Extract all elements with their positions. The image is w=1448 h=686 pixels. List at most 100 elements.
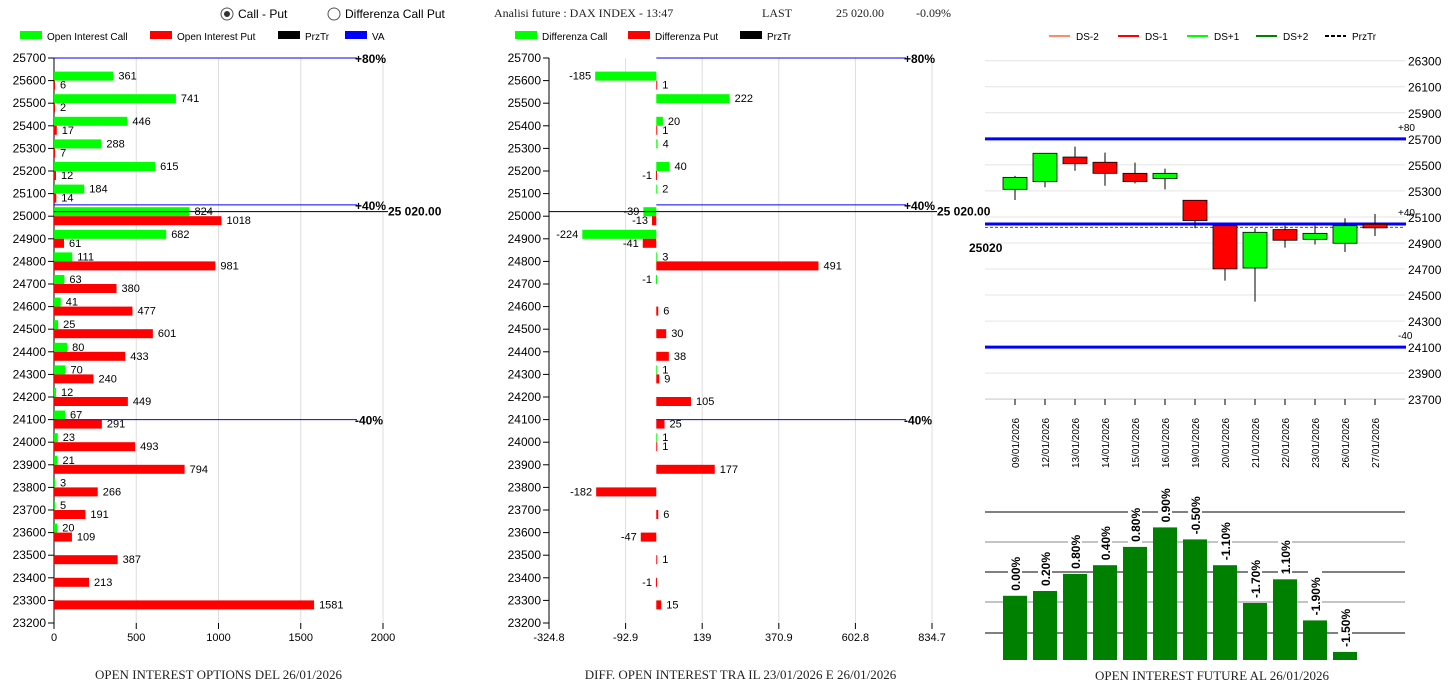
candle-body [1272,229,1298,241]
bar-value-label: 266 [103,486,121,498]
bar-value-label: -47 [621,532,637,544]
legend-swatch [278,31,300,39]
y-tick-label: 24300 [508,367,542,381]
level-label: -40 [1398,331,1413,342]
y-tick-label: 25000 [508,209,542,223]
bar-value-label: 0.40% [1099,526,1113,560]
y-tick-label: 24600 [13,300,47,314]
legend-label: Differenza Put [655,32,718,43]
bar-value-label: 615 [160,161,178,173]
put-bar [656,464,715,474]
bar-value-label: -41 [623,238,639,250]
put-bar [656,397,691,406]
legend-swatch [628,31,650,39]
candle-body [1002,176,1028,190]
oi-future-bar [1333,651,1357,660]
date-label: 13/01/2026 [1071,418,1082,468]
bar-value-label: 794 [190,464,208,476]
bar-value-label: 67 [70,410,82,422]
oi-future-bar [1273,579,1297,660]
bar-value-label: -1.10% [1219,522,1233,560]
call-bar [656,184,658,194]
x-tick-label: -324.8 [533,632,564,644]
date-label: 19/01/2026 [1191,418,1202,468]
legend-label: PrzTr [767,32,792,43]
x-tick-label: 139 [693,632,711,644]
bar-value-label: 601 [158,328,176,340]
put-bar [656,510,659,519]
y-tick-label: 25100 [13,187,47,201]
bar-value-label: 5 [60,500,66,512]
candle-body [1212,225,1238,270]
call-bar [54,320,59,330]
y-tick-label: 25000 [13,209,47,223]
x-tick-label: 370.9 [765,632,793,644]
put-bar [54,487,98,497]
bar-value-label: 1 [662,441,668,453]
call-bar [656,252,658,262]
y-tick-label: 23700 [1408,393,1442,407]
call-bar [54,410,66,420]
bar-value-label: -1 [642,577,652,589]
call-bar [54,342,68,352]
oi-future-bar [1243,603,1267,660]
call-bar [54,455,58,465]
legend-label: DS-1 [1145,32,1168,43]
put-bar [54,419,102,429]
call-bar [54,501,55,510]
legend-swatch [345,31,367,39]
put-bar [656,419,665,429]
y-tick-label: 24700 [1408,263,1442,277]
call-bar [582,229,657,239]
bar-value-label: 446 [132,116,150,128]
date-label: 26/01/2026 [1341,418,1352,468]
put-bar [640,532,657,542]
bar-value-label: 240 [98,373,116,385]
bar-value-label: 741 [181,93,199,105]
oi-future-bar [1183,539,1207,660]
legend-label: VA [372,32,385,43]
bar-value-label: 1 [662,432,668,444]
candle-body [1332,225,1358,244]
legend-swatch [515,31,537,39]
put-bar [54,238,65,248]
y-tick-label: 24500 [508,322,542,336]
y-tick-label: 25300 [1408,185,1442,199]
legend-label: DS-2 [1076,32,1099,43]
call-bar [54,433,58,443]
y-tick-label: 25900 [1408,107,1442,121]
y-tick-label: 26300 [1408,55,1442,69]
bar-value-label: 491 [823,260,841,272]
radio-button[interactable] [327,7,341,21]
y-tick-label: 23900 [508,458,542,472]
call-bar [54,116,128,126]
bar-value-label: 288 [106,138,124,150]
date-label: 09/01/2026 [1011,418,1022,468]
bar-value-label: 191 [90,509,108,521]
bar-value-label: -1 [642,274,652,286]
legend-label: PrzTr [305,32,330,43]
bar-value-label: 41 [66,297,78,309]
bar-value-label: 2 [60,102,66,114]
put-bar [54,103,55,113]
y-tick-label: 24300 [13,367,47,381]
przTr-label: 25 020.00 [388,205,442,219]
va-label: -40% [355,414,383,428]
put-bar [54,532,72,542]
legend-swatch [150,31,172,39]
date-label: 16/01/2026 [1161,418,1172,468]
label-backdrop [1308,571,1322,617]
bar-value-label: 25 [63,319,75,331]
put-bar [655,171,657,180]
label-backdrop [1278,537,1292,576]
bar-value-label: 682 [171,229,189,241]
bar-value-label: 0.90% [1159,488,1173,522]
put-bar [54,216,222,226]
call-bar [54,252,73,262]
put-bar [54,148,56,158]
label-backdrop [1038,549,1052,587]
oi-future-bar [1303,620,1327,660]
y-tick-label: 24900 [13,232,47,246]
level-label: +40 [1398,208,1415,219]
put-bar [656,442,658,452]
